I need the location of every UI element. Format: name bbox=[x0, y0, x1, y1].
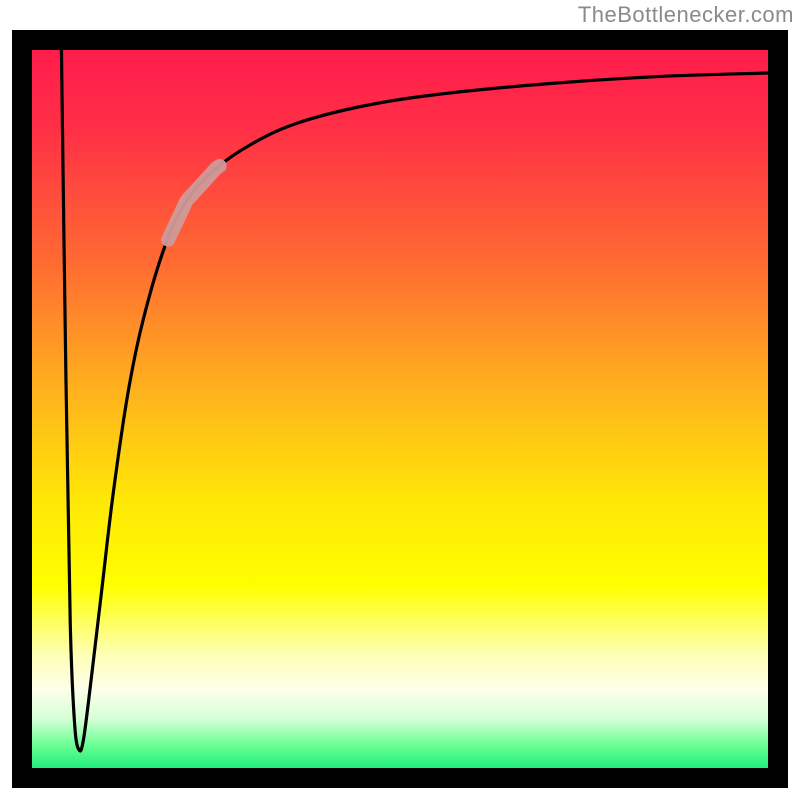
plot-background bbox=[22, 40, 778, 778]
bottleneck-chart bbox=[0, 0, 800, 800]
watermark-text: TheBottlenecker.com bbox=[578, 2, 794, 28]
